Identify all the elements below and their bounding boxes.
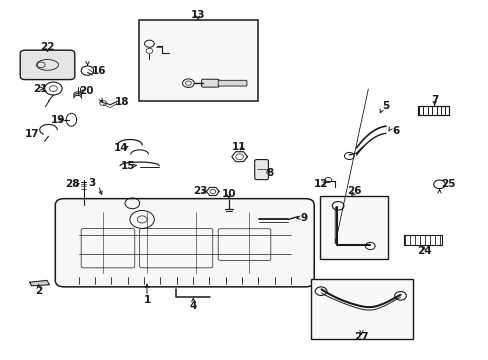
Text: 11: 11 bbox=[231, 142, 245, 152]
Text: 22: 22 bbox=[40, 42, 55, 52]
Text: 1: 1 bbox=[143, 295, 150, 305]
Text: 21: 21 bbox=[33, 84, 48, 94]
Text: 6: 6 bbox=[391, 126, 399, 135]
Text: 25: 25 bbox=[440, 179, 455, 189]
Text: 15: 15 bbox=[121, 161, 136, 171]
Text: 10: 10 bbox=[221, 189, 236, 199]
FancyBboxPatch shape bbox=[201, 79, 219, 87]
Text: 20: 20 bbox=[79, 86, 93, 96]
Text: 4: 4 bbox=[189, 301, 197, 311]
Text: 19: 19 bbox=[51, 115, 65, 125]
Text: 14: 14 bbox=[114, 143, 129, 153]
Polygon shape bbox=[30, 280, 49, 286]
FancyBboxPatch shape bbox=[20, 50, 75, 80]
Bar bbox=[310, 279, 412, 338]
FancyBboxPatch shape bbox=[55, 199, 314, 287]
Text: 27: 27 bbox=[353, 332, 368, 342]
FancyBboxPatch shape bbox=[254, 159, 268, 180]
Text: 26: 26 bbox=[346, 186, 361, 196]
Bar bbox=[139, 21, 258, 101]
Text: 23: 23 bbox=[193, 186, 207, 197]
Text: 3: 3 bbox=[88, 178, 96, 188]
Text: 17: 17 bbox=[25, 129, 40, 139]
Bar bbox=[320, 196, 387, 259]
Text: 8: 8 bbox=[266, 168, 273, 178]
Text: 16: 16 bbox=[92, 66, 106, 76]
Text: 28: 28 bbox=[65, 179, 80, 189]
Text: 2: 2 bbox=[35, 286, 42, 296]
Text: 12: 12 bbox=[314, 179, 328, 189]
Text: 24: 24 bbox=[416, 246, 430, 256]
Text: 9: 9 bbox=[300, 213, 307, 222]
Text: 7: 7 bbox=[430, 95, 437, 105]
Text: 5: 5 bbox=[382, 101, 389, 111]
Text: 18: 18 bbox=[114, 97, 129, 107]
FancyBboxPatch shape bbox=[218, 80, 246, 86]
Text: 13: 13 bbox=[190, 10, 205, 20]
